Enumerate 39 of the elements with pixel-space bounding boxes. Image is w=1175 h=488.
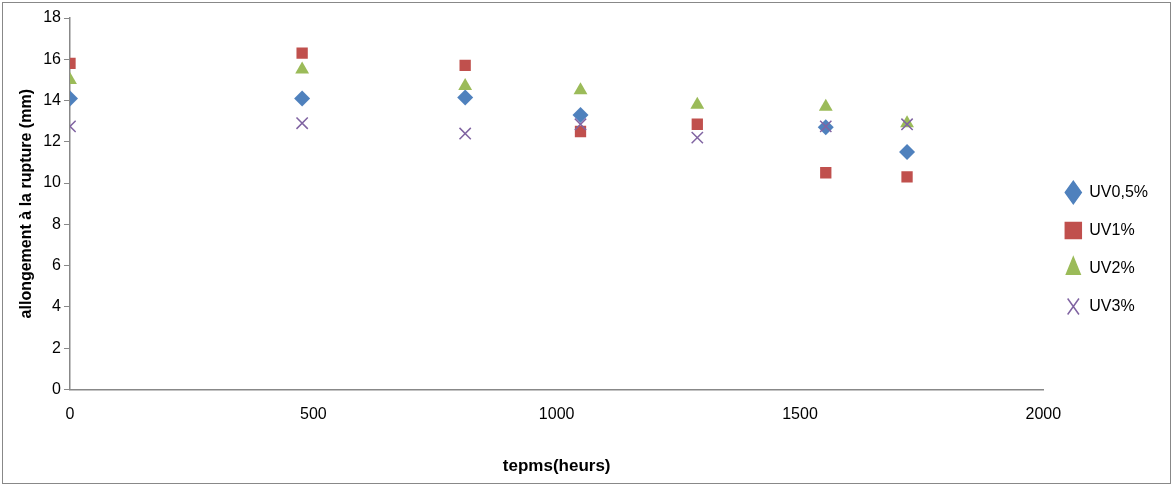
y-tick-label: 0 [52,379,62,397]
x-tick-label: 1500 [782,405,818,423]
y-tick-label: 4 [52,297,62,315]
x-tick-label: 1000 [538,405,575,423]
point [572,106,589,123]
legend-label: UV3% [1089,296,1135,314]
point [574,117,587,131]
point [295,61,310,74]
legend-label: UV0,5% [1089,182,1149,200]
point [294,90,311,107]
legend-label: UV1% [1089,220,1135,238]
x-tick-label: 500 [299,405,327,423]
point [458,78,473,91]
y-tick-label: 14 [43,90,62,108]
point [690,96,705,109]
x-tick-label: 0 [65,405,75,423]
point [459,59,471,72]
point [901,171,913,183]
legend-label: UV2% [1089,258,1135,276]
point [295,116,309,130]
x-axis-title: tepms(heurs) [502,456,611,476]
point [691,118,703,130]
y-tick-label: 2 [52,338,62,356]
point [818,98,833,111]
x-tick-label: 2000 [1025,405,1062,423]
point [690,131,704,145]
point [458,127,472,140]
point [573,82,588,95]
y-tick-label: 6 [52,256,62,274]
y-tick-label: 16 [43,49,62,67]
point [820,167,832,179]
y-tick-label: 10 [43,173,62,191]
y-axis-title: allongement à la rupture (mm) [17,89,35,319]
y-tick-label: 8 [52,214,62,232]
y-tick-label: 18 [43,8,62,26]
point [457,89,474,106]
y-tick-label: 12 [43,132,62,150]
point [296,47,308,59]
point [899,144,916,161]
